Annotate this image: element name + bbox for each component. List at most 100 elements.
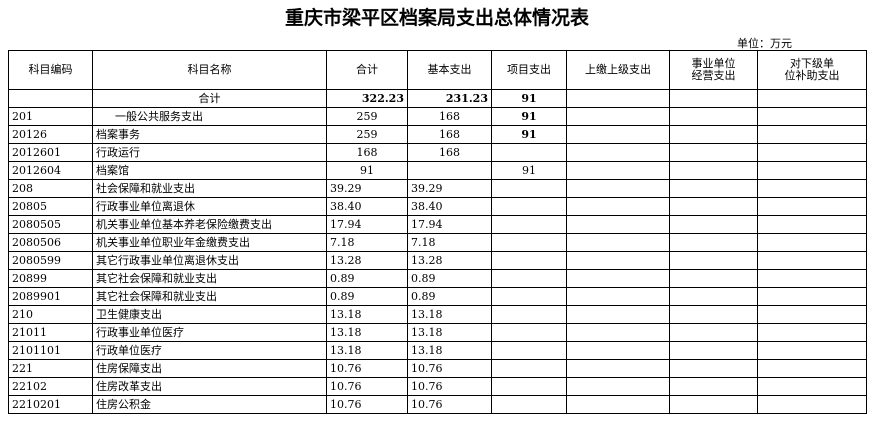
cell: 39.29 <box>326 179 408 198</box>
cell <box>566 179 670 198</box>
cell <box>566 341 670 360</box>
cell <box>669 323 758 342</box>
cell <box>566 269 670 288</box>
cell: 2012601 <box>8 143 93 162</box>
cell <box>669 395 758 414</box>
cell <box>566 197 670 216</box>
cell <box>669 269 758 288</box>
cell: 210 <box>8 305 93 324</box>
header-text: 合计 <box>356 63 378 76</box>
cell: 0.89 <box>326 287 408 306</box>
cell <box>757 251 867 270</box>
cell: 20805 <box>8 197 93 216</box>
data-row: 2101101 行政单位医疗 13.18 13.18 <box>8 341 867 360</box>
cell: 其它行政事业单位离退休支出 <box>92 251 327 270</box>
header-text: 位补助支出 <box>784 69 840 82</box>
header-cell: 合计 <box>326 50 408 90</box>
cell: 10.76 <box>326 359 408 378</box>
cell: 259 <box>326 125 408 144</box>
cell: 行政事业单位离退休 <box>92 197 327 216</box>
cell <box>757 179 867 198</box>
cell <box>566 251 670 270</box>
cell: 20126 <box>8 125 93 144</box>
cell: 住房改革支出 <box>92 377 327 396</box>
cell: 其它社会保障和就业支出 <box>92 287 327 306</box>
header-cell: 上缴上级支出 <box>566 50 670 90</box>
cell: 22102 <box>8 377 93 396</box>
cell <box>757 323 867 342</box>
cell <box>757 215 867 234</box>
cell: 2089901 <box>8 287 93 306</box>
cell <box>491 305 567 324</box>
cell <box>757 233 867 252</box>
cell <box>491 251 567 270</box>
cell: 38.40 <box>407 197 492 216</box>
cell: 10.76 <box>407 359 492 378</box>
cell: 13.18 <box>326 305 408 324</box>
header-cell: 基本支出 <box>407 50 492 90</box>
cell: 合计 <box>92 89 327 108</box>
cell: 2210201 <box>8 395 93 414</box>
cell <box>491 233 567 252</box>
cell: 档案馆 <box>92 161 327 180</box>
cell: 21011 <box>8 323 93 342</box>
cell <box>757 305 867 324</box>
data-row: 201 一般公共服务支出 259 168 91 <box>8 107 867 126</box>
cell <box>669 305 758 324</box>
cell <box>669 161 758 180</box>
data-row: 20126 档案事务 259 168 91 <box>8 125 867 144</box>
data-row: 210 卫生健康支出 13.18 13.18 <box>8 305 867 324</box>
cell: 91 <box>326 161 408 180</box>
header-text: 项目支出 <box>507 63 551 76</box>
header-cell: 科目名称 <box>92 50 327 90</box>
cell <box>566 161 670 180</box>
cell <box>566 143 670 162</box>
cell <box>757 395 867 414</box>
cell: 20899 <box>8 269 93 288</box>
cell: 住房公积金 <box>92 395 327 414</box>
cell: 10.76 <box>326 395 408 414</box>
header-text: 事业单位 <box>691 57 736 70</box>
cell: 17.94 <box>326 215 408 234</box>
cell <box>669 197 758 216</box>
cell <box>757 143 867 162</box>
header-text: 科目名称 <box>187 63 232 76</box>
data-row: 2089901 其它社会保障和就业支出 0.89 0.89 <box>8 287 867 306</box>
header-text: 科目编码 <box>28 63 73 76</box>
cell <box>757 197 867 216</box>
cell: 38.40 <box>326 197 408 216</box>
cell: 39.29 <box>407 179 492 198</box>
cell: 13.18 <box>407 341 492 360</box>
cell: 322.23 <box>326 89 408 108</box>
header-text: 基本支出 <box>427 63 472 76</box>
data-row: 21011 行政事业单位医疗 13.18 13.18 <box>8 323 867 342</box>
data-row: 合计 322.23 231.23 91 <box>8 89 867 108</box>
expense-table: 科目编码 科目名称 合计 基本支出 项目支出 上缴上级支出 事业单位 经营支出 对下级单 位补助支… <box>8 50 867 414</box>
cell: 其它社会保障和就业支出 <box>92 269 327 288</box>
cell <box>566 233 670 252</box>
title: 重庆市梁平区档案局支出总体情况表 <box>284 7 589 29</box>
cell: 机关事业单位基本养老保险缴费支出 <box>92 215 327 234</box>
cell <box>757 287 867 306</box>
cell: 10.76 <box>407 395 492 414</box>
cell <box>566 395 670 414</box>
cell: 91 <box>491 125 567 144</box>
cell: 91 <box>491 107 567 126</box>
cell: 168 <box>326 143 408 162</box>
cell: 13.28 <box>326 251 408 270</box>
cell <box>757 359 867 378</box>
cell: 行政运行 <box>92 143 327 162</box>
cell: 10.76 <box>326 377 408 396</box>
cell: 0.89 <box>326 269 408 288</box>
cell <box>566 287 670 306</box>
cell: 住房保障支出 <box>92 359 327 378</box>
cell <box>491 179 567 198</box>
cell: 91 <box>491 89 567 108</box>
cell: 13.18 <box>407 323 492 342</box>
cell <box>566 125 670 144</box>
cell: 2101101 <box>8 341 93 360</box>
cell <box>566 377 670 396</box>
cell <box>491 395 567 414</box>
cell <box>8 89 93 108</box>
